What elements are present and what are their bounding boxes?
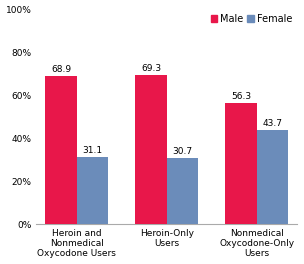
Bar (77, 158, 108, 224)
Text: 31.1: 31.1 (82, 146, 103, 155)
Text: 30.7: 30.7 (173, 147, 193, 156)
Bar (225, 103, 257, 224)
Text: 68.9: 68.9 (51, 65, 71, 74)
Bar (135, 75, 167, 224)
Bar (45, 76, 77, 224)
Bar (257, 130, 288, 224)
Text: 56.3: 56.3 (231, 92, 251, 101)
Bar (167, 158, 199, 224)
Text: 43.7: 43.7 (263, 119, 283, 128)
Text: 69.3: 69.3 (141, 64, 161, 73)
Legend: Male, Female: Male, Female (211, 14, 292, 24)
